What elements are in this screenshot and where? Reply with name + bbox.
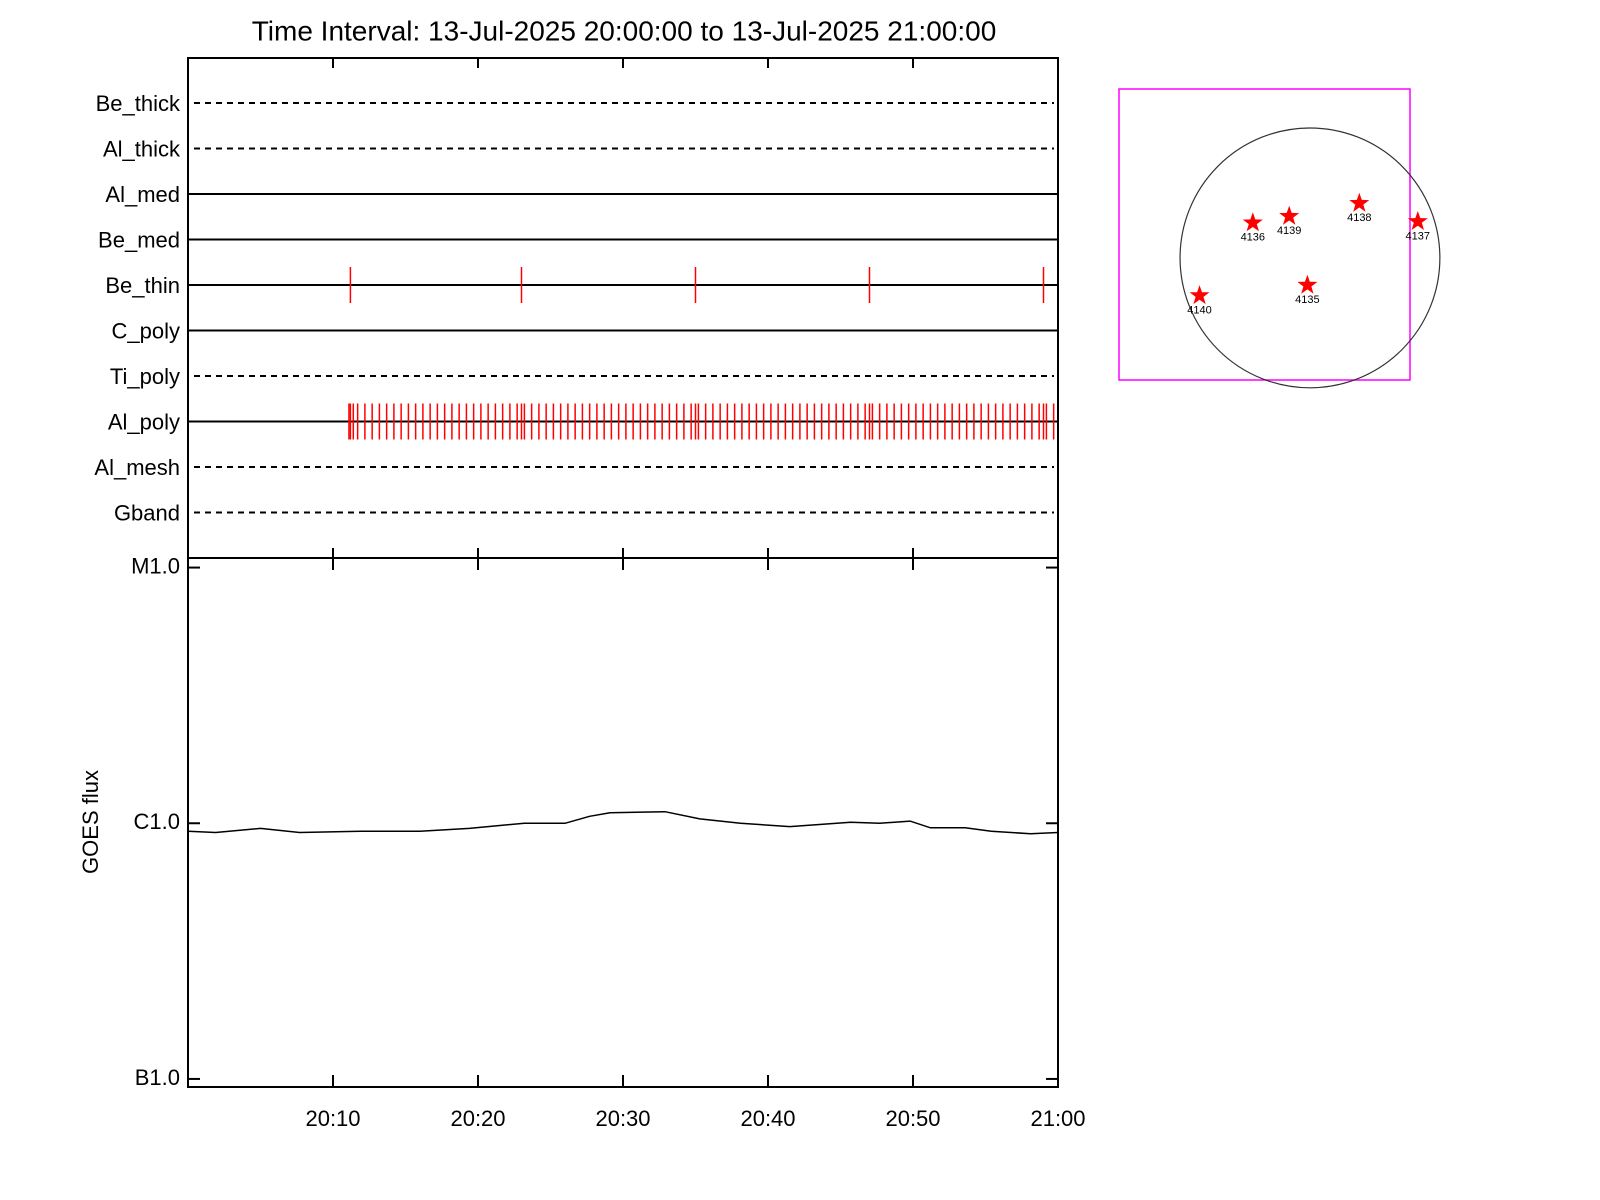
goes-frame xyxy=(187,557,1059,1088)
row-label: Al_med xyxy=(105,182,180,207)
region-label: 4137 xyxy=(1406,230,1430,242)
row-label: Be_med xyxy=(98,227,180,252)
region-star xyxy=(1242,212,1263,232)
region-star xyxy=(1349,192,1370,212)
x-tick-label: 21:00 xyxy=(1030,1106,1085,1131)
y-axis-label: GOES flux xyxy=(78,770,103,874)
row-label: Be_thin xyxy=(105,273,180,298)
region-label: 4138 xyxy=(1347,212,1371,224)
solar-disk xyxy=(1179,127,1441,389)
x-tick-label: 20:30 xyxy=(595,1106,650,1131)
row-label: Al_thick xyxy=(103,136,181,161)
region-star xyxy=(1279,205,1300,225)
row-label: Al_poly xyxy=(108,409,180,434)
chart-title: Time Interval: 13-Jul-2025 20:00:00 to 1… xyxy=(252,15,997,46)
row-label: C_poly xyxy=(112,318,180,343)
region-label: 4140 xyxy=(1187,304,1211,316)
region-label: 4135 xyxy=(1295,294,1319,306)
x-tick-label: 20:40 xyxy=(740,1106,795,1131)
y-tick-label: C1.0 xyxy=(134,809,180,834)
row-label: Al_mesh xyxy=(94,455,180,480)
region-label: 4136 xyxy=(1241,232,1265,244)
y-tick-label: M1.0 xyxy=(131,553,180,578)
x-tick-label: 20:50 xyxy=(885,1106,940,1131)
region-star xyxy=(1297,274,1318,294)
row-label: Gband xyxy=(114,500,180,525)
row-label: Be_thick xyxy=(96,91,181,116)
timeline-frame xyxy=(187,57,1059,559)
x-tick-label: 20:10 xyxy=(305,1106,360,1131)
region-star xyxy=(1407,211,1428,230)
x-tick-label: 20:20 xyxy=(450,1106,505,1131)
region-star xyxy=(1189,285,1210,305)
y-tick-label: B1.0 xyxy=(135,1065,180,1090)
region-label: 4139 xyxy=(1277,225,1301,237)
row-label: Ti_poly xyxy=(110,364,180,389)
goes-line xyxy=(187,810,1059,835)
